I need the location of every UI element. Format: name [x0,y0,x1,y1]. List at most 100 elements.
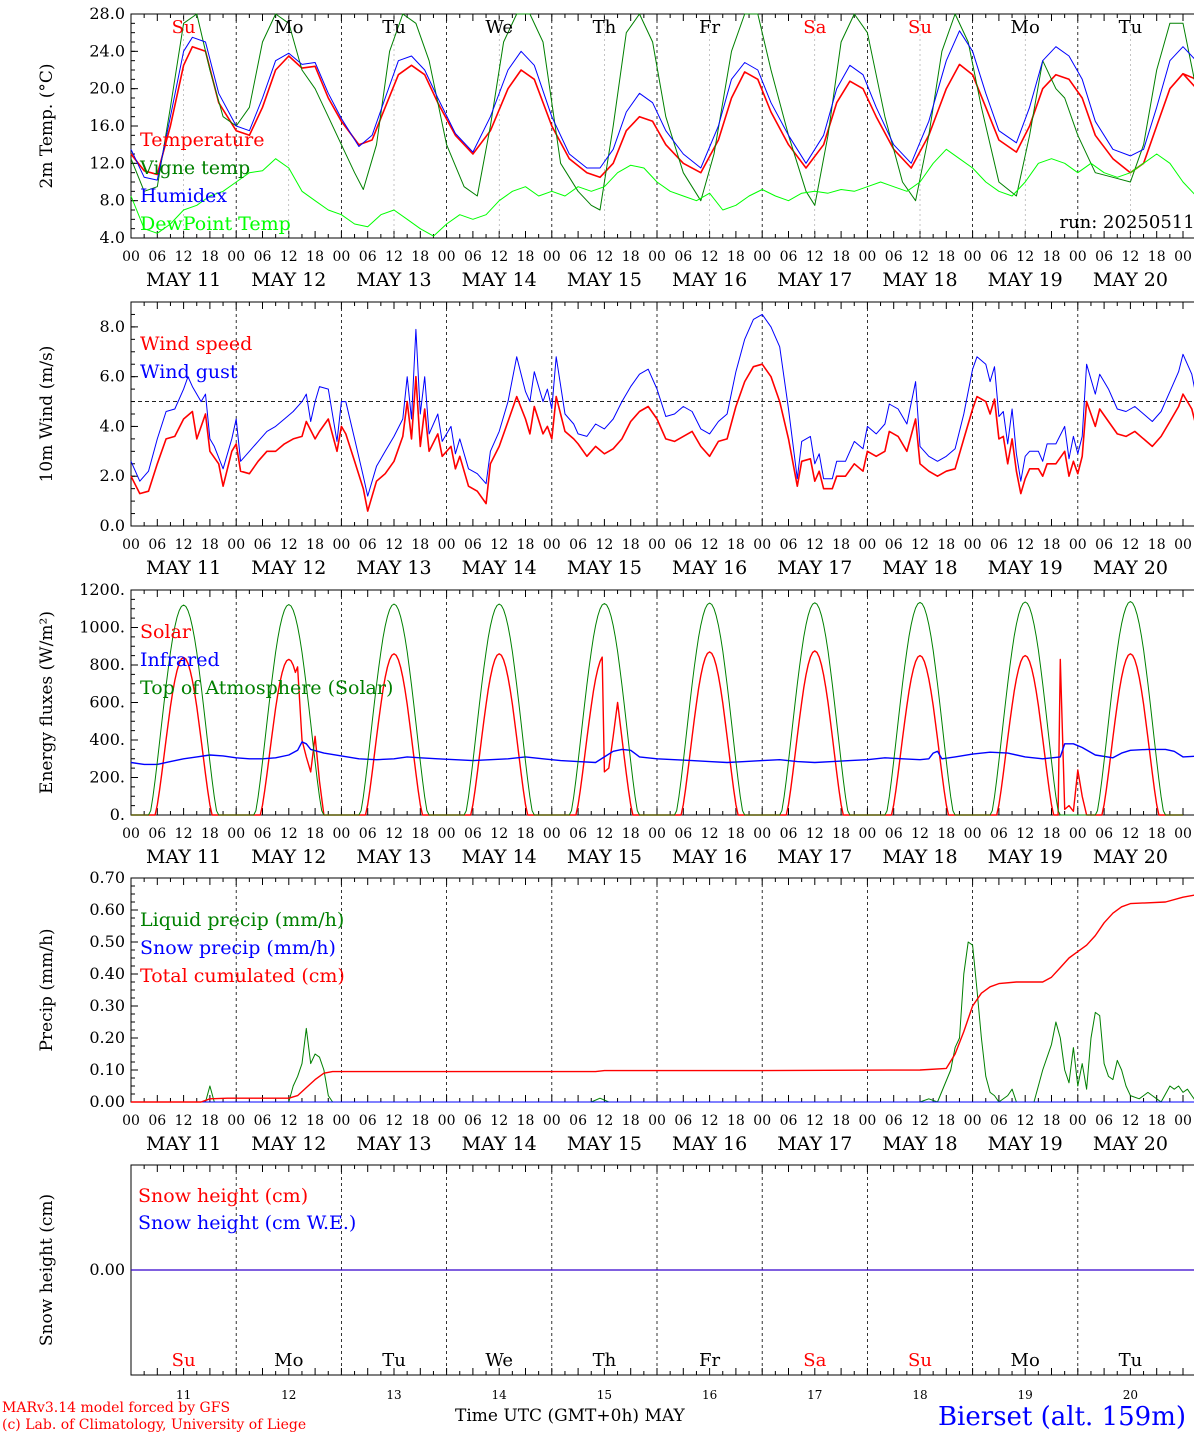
y-tick-label: 0.20 [89,1028,125,1047]
hour-tick-label: 00 [227,537,245,553]
y-tick-label: 0.60 [89,900,125,919]
legend-entry: Infrared [140,649,220,671]
weekday-label: Tu [1119,17,1143,38]
hour-tick-label: 12 [701,249,719,265]
hour-tick-label: 18 [1148,249,1166,265]
day-number-label: 17 [807,1388,822,1402]
date-label: MAY 14 [462,269,537,291]
hour-tick-label: 06 [254,826,272,842]
hour-tick-label: 06 [780,249,798,265]
y-tick-label: 400. [89,730,125,749]
hour-tick-label: 12 [701,1113,719,1129]
hour-tick-label: 00 [648,249,666,265]
y-axis-label: 10m Wind (m/s) [37,346,57,483]
hour-tick-label: 12 [175,249,193,265]
hour-tick-label: 00 [964,826,982,842]
hour-tick-label: 12 [701,826,719,842]
hour-tick-label: 00 [753,249,771,265]
hour-tick-label: 00 [1069,1113,1087,1129]
station-name: Bierset (alt. 159m) [937,1402,1186,1432]
hour-tick-label: 18 [201,537,219,553]
date-label: MAY 18 [882,557,957,579]
hour-tick-label: 06 [885,826,903,842]
hour-tick-label: 06 [569,537,587,553]
hour-tick-label: 00 [1174,826,1192,842]
hour-tick-label: 00 [1174,249,1192,265]
hour-tick-label: 12 [595,537,613,553]
y-axis-label: Energy fluxes (W/m²) [37,611,57,794]
panel-4: 0.00 0.10 0.20 0.30 0.40 0.50 0.60 0.70 Precip (… [37,868,1194,1155]
hour-tick-label: 00 [753,537,771,553]
hour-tick-label: 06 [780,826,798,842]
hour-tick-label: 06 [254,537,272,553]
hour-tick-label: 06 [148,826,166,842]
hour-tick-label: 18 [727,537,745,553]
hour-tick-label: 00 [964,1113,982,1129]
hour-tick-label: 18 [727,826,745,842]
hour-tick-label: 18 [306,537,324,553]
hour-tick-label: 06 [990,826,1008,842]
hour-tick-label: 12 [175,1113,193,1129]
date-label: MAY 14 [462,557,537,579]
hour-tick-label: 18 [1148,537,1166,553]
series-line-wind-speed [130,363,1194,512]
weekday-label: Tu [382,17,406,38]
hour-tick-label: 00 [858,249,876,265]
hour-tick-label: 06 [464,826,482,842]
hour-tick-label: 06 [1095,249,1113,265]
hour-tick-label: 18 [937,537,955,553]
hour-tick-label: 06 [990,1113,1008,1129]
hour-tick-label: 18 [306,826,324,842]
y-tick-label: 0.30 [89,996,125,1015]
hour-tick-label: 12 [911,826,929,842]
weekday-label: Su [172,17,196,38]
y-tick-label: 12.0 [89,153,125,172]
hour-tick-label: 18 [306,249,324,265]
hour-tick-label: 18 [622,249,640,265]
hour-tick-label: 06 [569,826,587,842]
legend-entry: Solar [140,621,192,643]
legend-entry: Wind gust [140,361,238,383]
hour-tick-label: 18 [622,1113,640,1129]
date-label: MAY 20 [1093,1133,1168,1155]
hour-tick-label: 18 [832,826,850,842]
y-tick-label: 0.10 [89,1060,125,1079]
hour-tick-label: 12 [595,826,613,842]
date-label: MAY 14 [462,846,537,868]
hour-tick-label: 18 [411,826,429,842]
legend-entry: Vigne temp [139,157,250,179]
hour-tick-label: 06 [254,249,272,265]
hour-tick-label: 06 [674,826,692,842]
y-tick-label: 600. [89,693,125,712]
hour-tick-label: 12 [911,249,929,265]
hour-tick-label: 18 [517,537,535,553]
weekday-label: Su [172,1350,196,1371]
y-tick-label: 24.0 [89,41,125,60]
legend-entry: Snow height (cm) [138,1185,308,1207]
y-tick-label: 0.00 [89,1092,125,1111]
time-axis-label: Time UTC (GMT+0h) MAY [455,1406,685,1426]
weekday-label: Fr [699,17,720,38]
hour-tick-label: 00 [332,1113,350,1129]
series-line-humidex [130,30,1194,181]
hour-tick-label: 00 [332,249,350,265]
panel-3: 0. 200. 400. 600. 800. 1000. 1200. Energy fluxe… [37,580,1194,868]
hour-tick-label: 00 [1069,826,1087,842]
y-axis-label: Snow height (cm) [37,1194,57,1346]
hour-tick-label: 12 [1016,826,1034,842]
date-label: MAY 12 [251,1133,326,1155]
weekday-label: Th [593,1350,617,1371]
hour-tick-label: 18 [937,1113,955,1129]
weekday-label: We [485,17,513,38]
hour-tick-label: 06 [569,1113,587,1129]
hour-tick-label: 00 [332,537,350,553]
date-label: MAY 16 [672,1133,747,1155]
date-label: MAY 15 [567,1133,642,1155]
hour-tick-label: 12 [806,826,824,842]
hour-tick-label: 18 [517,826,535,842]
panel-2: 0.0 2.0 4.0 6.0 8.0 10m Wind (m/s) Wind speed W… [37,301,1194,579]
hour-tick-label: 18 [622,826,640,842]
hour-tick-label: 18 [1043,249,1061,265]
date-label: MAY 19 [988,1133,1063,1155]
series-line-top-of-atmosphere-solar- [131,601,1183,816]
